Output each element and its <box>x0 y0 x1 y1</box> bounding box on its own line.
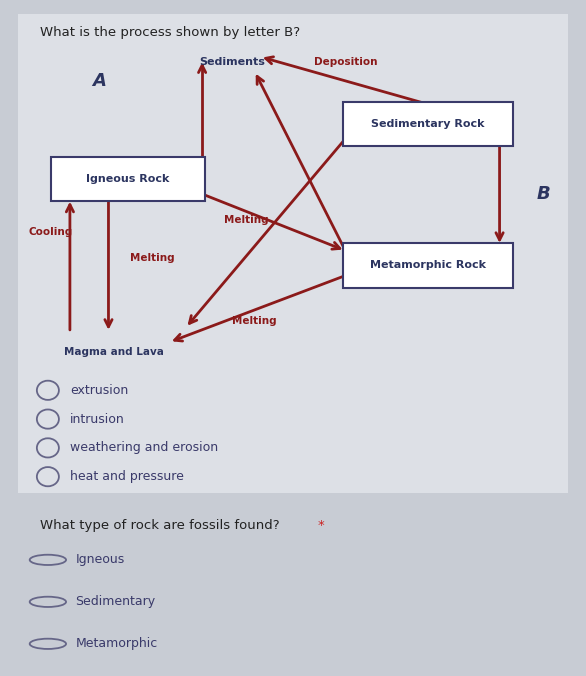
Text: A: A <box>92 72 106 90</box>
Text: Melting: Melting <box>130 254 175 263</box>
FancyArrowPatch shape <box>66 205 73 330</box>
FancyBboxPatch shape <box>343 102 513 146</box>
Text: What type of rock are fossils found?: What type of rock are fossils found? <box>40 519 284 533</box>
Text: *: * <box>318 519 325 533</box>
Text: Magma and Lava: Magma and Lava <box>64 347 164 357</box>
Text: What is the process shown by letter B?: What is the process shown by letter B? <box>40 26 299 39</box>
Text: Sedimentary: Sedimentary <box>76 596 155 608</box>
Text: Melting: Melting <box>224 215 268 225</box>
FancyArrowPatch shape <box>189 141 343 323</box>
Text: intrusion: intrusion <box>70 412 125 426</box>
Text: Melting: Melting <box>232 316 277 326</box>
Text: Deposition: Deposition <box>314 57 377 68</box>
Text: Sedimentary Rock: Sedimentary Rock <box>371 119 485 129</box>
FancyArrowPatch shape <box>265 57 425 103</box>
FancyArrowPatch shape <box>496 147 503 240</box>
Text: extrusion: extrusion <box>70 384 128 397</box>
FancyArrowPatch shape <box>205 195 340 249</box>
FancyArrowPatch shape <box>199 66 206 157</box>
Text: weathering and erosion: weathering and erosion <box>70 441 218 454</box>
Text: B: B <box>537 185 550 203</box>
Text: Igneous: Igneous <box>76 554 125 566</box>
Text: Igneous Rock: Igneous Rock <box>86 174 169 184</box>
FancyBboxPatch shape <box>50 157 205 201</box>
FancyArrowPatch shape <box>257 76 344 248</box>
FancyBboxPatch shape <box>12 9 574 498</box>
Text: heat and pressure: heat and pressure <box>70 470 184 483</box>
Text: Metamorphic Rock: Metamorphic Rock <box>370 260 486 270</box>
FancyBboxPatch shape <box>343 243 513 287</box>
Text: Cooling: Cooling <box>29 227 73 237</box>
FancyArrowPatch shape <box>175 276 343 341</box>
FancyArrowPatch shape <box>105 201 112 327</box>
Text: Metamorphic: Metamorphic <box>76 637 158 650</box>
Text: Sediments: Sediments <box>199 57 265 66</box>
